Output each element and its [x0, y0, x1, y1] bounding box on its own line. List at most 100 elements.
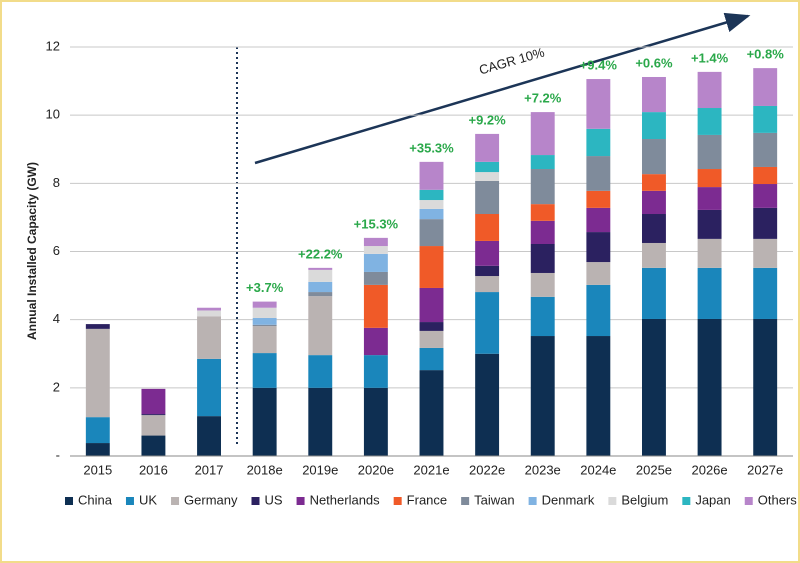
x-tick-label: 2017 — [195, 462, 224, 477]
x-tick-label: 2024e — [580, 462, 616, 477]
legend-swatch — [125, 497, 134, 505]
legend-label: US — [265, 492, 283, 507]
bar-segment — [419, 347, 444, 371]
legend-label: Japan — [695, 492, 730, 507]
bar-segment — [586, 156, 611, 191]
bar-segment — [642, 76, 666, 113]
bar-segment — [197, 358, 221, 417]
bar-segment — [475, 240, 500, 266]
bar-segment — [586, 336, 611, 456]
bar-segment — [197, 310, 221, 317]
growth-label: +9.4% — [580, 57, 618, 72]
bar-segment — [753, 207, 778, 239]
bar-segment — [753, 318, 778, 456]
legend-label: Netherlands — [310, 492, 381, 507]
bar-segment — [475, 172, 500, 181]
bar-segment — [252, 301, 277, 308]
bar-segment — [363, 327, 388, 356]
bar-segment — [697, 238, 722, 268]
bar-segment — [419, 246, 444, 288]
legend-swatch — [682, 497, 691, 505]
bar-segment — [197, 307, 221, 311]
bar-segment — [586, 207, 611, 233]
bar-segment — [586, 284, 611, 337]
bar-segment — [419, 287, 444, 323]
bar-segment — [419, 330, 444, 348]
x-tick-label: 2016 — [139, 462, 168, 477]
bar-segment — [308, 267, 333, 270]
legend-swatch — [251, 497, 260, 505]
bar-segment — [363, 284, 388, 328]
growth-label: +35.3% — [409, 140, 454, 155]
bar-segment — [85, 417, 110, 444]
bar-segment — [753, 68, 778, 106]
growth-label: +22.2% — [298, 246, 343, 261]
bar-segment — [475, 161, 500, 173]
bar-segment — [697, 71, 722, 109]
bar-segment — [85, 324, 110, 329]
x-tick-label: 2020e — [358, 462, 394, 477]
bar-segment — [363, 355, 388, 388]
bar-segment — [363, 387, 388, 456]
x-tick-label: 2027e — [747, 462, 783, 477]
trend-arrow — [254, 12, 751, 165]
bar-segment — [753, 105, 778, 133]
bar-segment — [141, 435, 166, 456]
bar-segment — [419, 208, 444, 220]
bar-segment — [530, 336, 555, 456]
bar-segment — [141, 415, 166, 436]
bar-segment — [475, 214, 500, 241]
legend-label: China — [78, 492, 113, 507]
bar-segment — [642, 174, 666, 191]
y-axis-label: Annual Installed Capacity (GW) — [25, 162, 39, 340]
x-tick-label: 2021e — [413, 462, 449, 477]
bar-segment — [475, 292, 500, 354]
bar-segment — [308, 387, 333, 456]
legend-swatch — [744, 497, 753, 505]
bar-segment — [419, 370, 444, 456]
x-tick-label: 2023e — [525, 462, 561, 477]
growth-label: +3.7% — [246, 280, 284, 295]
bar-segment — [697, 209, 722, 239]
y-tick-label: 8 — [53, 175, 60, 190]
bar-segment — [697, 187, 722, 210]
x-tick-label: 2019e — [302, 462, 338, 477]
growth-label: +7.2% — [524, 91, 562, 106]
bar-segment — [252, 387, 277, 456]
bar-segment — [252, 324, 277, 327]
bar-segment — [363, 253, 388, 272]
bar-segment — [642, 214, 666, 243]
legend-label: Taiwan — [474, 492, 514, 507]
bar-segment — [753, 132, 778, 167]
bar-segment — [697, 169, 722, 188]
bar-segment — [530, 204, 555, 221]
bar-segment — [308, 281, 333, 293]
bar-segment — [419, 200, 444, 209]
bar-segment — [363, 271, 388, 285]
bar-segment — [419, 161, 444, 190]
bar-segment — [419, 189, 444, 201]
y-tick-label: - — [56, 447, 60, 462]
bar-segment — [530, 169, 555, 205]
bar-segment — [308, 292, 333, 297]
bar-segment — [475, 276, 500, 293]
bar-segment — [642, 318, 666, 456]
bar-segment — [697, 108, 722, 135]
bar-segment — [530, 244, 555, 273]
bar-segment — [697, 134, 722, 170]
y-tick-label: 6 — [53, 243, 60, 258]
bar-segment — [475, 353, 500, 456]
legend-swatch — [608, 497, 617, 505]
bar-segment — [308, 269, 333, 282]
bar-segment — [586, 262, 611, 285]
bar-segment — [530, 272, 555, 297]
bar-segment — [141, 414, 166, 416]
legend-label: Others — [758, 492, 798, 507]
bar-segment — [308, 355, 333, 388]
legend-swatch — [528, 497, 537, 505]
bar-segment — [642, 242, 666, 268]
x-tick-label: 2015 — [83, 462, 112, 477]
legend-swatch — [171, 497, 180, 505]
